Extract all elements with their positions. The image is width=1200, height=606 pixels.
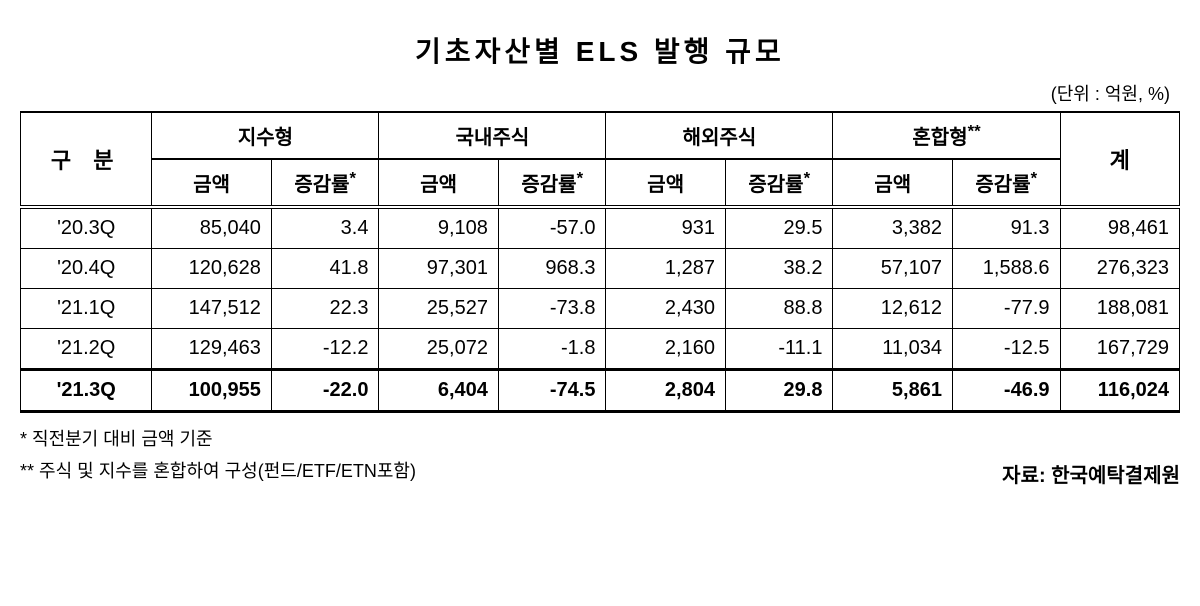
row-label: '21.3Q	[21, 370, 152, 412]
cell: 167,729	[1060, 329, 1180, 370]
cell: -77.9	[952, 289, 1060, 329]
header-total: 계	[1060, 112, 1180, 207]
cell: 57,107	[833, 249, 952, 289]
cell: 129,463	[152, 329, 271, 370]
els-table: 구 분 지수형 국내주식 해외주식 혼합형** 계 금액 증감률* 금액 증감률…	[20, 111, 1180, 413]
cell: 2,160	[606, 329, 725, 370]
cell: 188,081	[1060, 289, 1180, 329]
cell: 2,804	[606, 370, 725, 412]
cell: 12,612	[833, 289, 952, 329]
header-amount: 금액	[152, 159, 271, 207]
cell: 120,628	[152, 249, 271, 289]
header-jisu: 지수형	[152, 112, 379, 159]
header-rate: 증감률*	[725, 159, 833, 207]
cell: -12.5	[952, 329, 1060, 370]
cell: 22.3	[271, 289, 379, 329]
cell: 931	[606, 207, 725, 249]
cell: 91.3	[952, 207, 1060, 249]
header-rate: 증감률*	[271, 159, 379, 207]
page-title: 기초자산별 ELS 발행 규모	[20, 30, 1180, 70]
footnote-1: * 직전분기 대비 금액 기준	[20, 423, 416, 455]
row-label: '20.4Q	[21, 249, 152, 289]
header-amount: 금액	[833, 159, 952, 207]
cell: -74.5	[498, 370, 606, 412]
header-rate: 증감률*	[498, 159, 606, 207]
table-row: '21.2Q 129,463 -12.2 25,072 -1.8 2,160 -…	[21, 329, 1180, 370]
cell: -57.0	[498, 207, 606, 249]
cell: -73.8	[498, 289, 606, 329]
cell: 2,430	[606, 289, 725, 329]
cell: 88.8	[725, 289, 833, 329]
cell: 116,024	[1060, 370, 1180, 412]
cell: -11.1	[725, 329, 833, 370]
header-domestic: 국내주식	[379, 112, 606, 159]
cell: 85,040	[152, 207, 271, 249]
cell: -22.0	[271, 370, 379, 412]
cell: 97,301	[379, 249, 498, 289]
cell: 276,323	[1060, 249, 1180, 289]
cell: 41.8	[271, 249, 379, 289]
cell: 98,461	[1060, 207, 1180, 249]
unit-label: (단위 : 억원, %)	[20, 80, 1180, 106]
cell: -46.9	[952, 370, 1060, 412]
cell: 6,404	[379, 370, 498, 412]
table-row: '20.3Q 85,040 3.4 9,108 -57.0 931 29.5 3…	[21, 207, 1180, 249]
cell: 11,034	[833, 329, 952, 370]
footnote-2: ** 주식 및 지수를 혼합하여 구성(펀드/ETF/ETN포함)	[20, 455, 416, 487]
cell: 3,382	[833, 207, 952, 249]
cell: 25,527	[379, 289, 498, 329]
header-foreign: 해외주식	[606, 112, 833, 159]
cell: 100,955	[152, 370, 271, 412]
table-row-bold: '21.3Q 100,955 -22.0 6,404 -74.5 2,804 2…	[21, 370, 1180, 412]
cell: -1.8	[498, 329, 606, 370]
cell: 147,512	[152, 289, 271, 329]
table-row: '20.4Q 120,628 41.8 97,301 968.3 1,287 3…	[21, 249, 1180, 289]
cell: 1,287	[606, 249, 725, 289]
cell: 25,072	[379, 329, 498, 370]
cell: 3.4	[271, 207, 379, 249]
cell: 968.3	[498, 249, 606, 289]
row-label: '21.2Q	[21, 329, 152, 370]
cell: 29.8	[725, 370, 833, 412]
cell: -12.2	[271, 329, 379, 370]
footnotes: * 직전분기 대비 금액 기준 ** 주식 및 지수를 혼합하여 구성(펀드/E…	[20, 423, 1180, 488]
table-row: '21.1Q 147,512 22.3 25,527 -73.8 2,430 8…	[21, 289, 1180, 329]
cell: 1,588.6	[952, 249, 1060, 289]
row-label: '21.1Q	[21, 289, 152, 329]
source-label: 자료: 한국예탁결제원	[1002, 459, 1180, 488]
cell: 5,861	[833, 370, 952, 412]
cell: 29.5	[725, 207, 833, 249]
header-amount: 금액	[606, 159, 725, 207]
row-label: '20.3Q	[21, 207, 152, 249]
header-rate: 증감률*	[952, 159, 1060, 207]
cell: 9,108	[379, 207, 498, 249]
header-mixed: 혼합형**	[833, 112, 1060, 159]
header-amount: 금액	[379, 159, 498, 207]
cell: 38.2	[725, 249, 833, 289]
header-gubun: 구 분	[21, 112, 152, 207]
